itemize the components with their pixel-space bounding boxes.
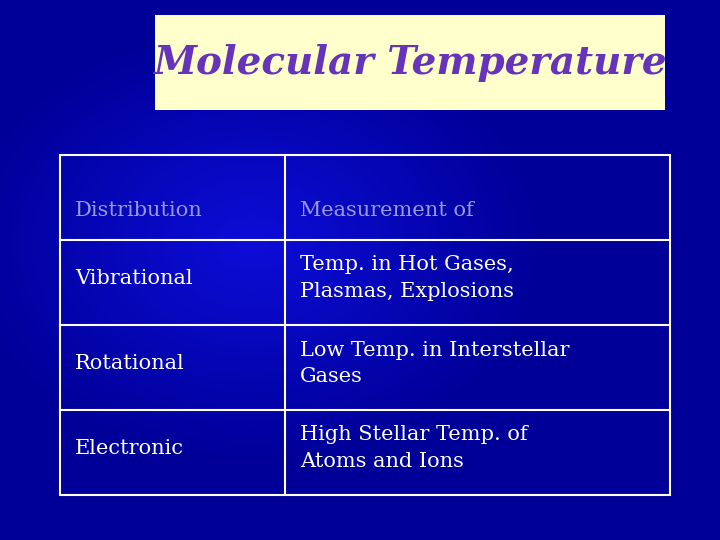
Bar: [60, 155, 670, 495]
Text: Vibrational: Vibrational: [75, 269, 193, 288]
Text: Molecular Temperature: Molecular Temperature: [153, 44, 667, 82]
Text: Low Temp. in Interstellar
Gases: Low Temp. in Interstellar Gases: [300, 341, 570, 386]
Text: Electronic: Electronic: [75, 438, 184, 458]
Bar: [155, 15, 665, 110]
Text: Measurement of: Measurement of: [300, 201, 474, 220]
Text: Temp. in Hot Gases,
Plasmas, Explosions: Temp. in Hot Gases, Plasmas, Explosions: [300, 255, 514, 301]
Text: High Stellar Temp. of
Atoms and Ions: High Stellar Temp. of Atoms and Ions: [300, 426, 528, 471]
Text: Rotational: Rotational: [75, 354, 185, 373]
Text: Distribution: Distribution: [75, 201, 203, 220]
